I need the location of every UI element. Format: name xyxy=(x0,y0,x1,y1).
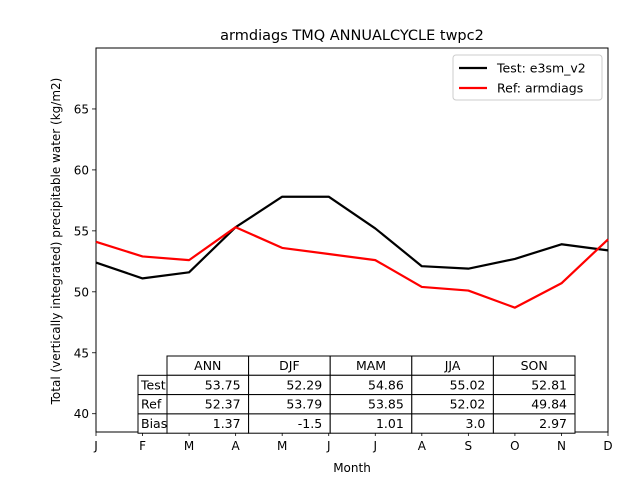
table-value: 53.79 xyxy=(286,397,322,412)
table-header-label: DJF xyxy=(279,358,300,373)
x-tick-label: J xyxy=(93,439,98,453)
table-value: 49.84 xyxy=(531,397,567,412)
table-value-cell xyxy=(492,413,576,434)
x-tick-label: O xyxy=(510,439,519,453)
table-row-label: Test xyxy=(140,377,166,392)
x-tick-label: J xyxy=(326,439,331,453)
x-tick-label: S xyxy=(465,439,473,453)
legend-label: Test: e3sm_v2 xyxy=(496,61,586,76)
table-header-label: JJA xyxy=(444,358,461,373)
table-value: 53.75 xyxy=(205,377,241,392)
table-value: 52.02 xyxy=(450,397,486,412)
table-value: 52.29 xyxy=(286,377,322,392)
table-value: 3.0 xyxy=(466,416,486,431)
y-tick-label: 45 xyxy=(74,346,89,360)
table-value: 54.86 xyxy=(368,377,404,392)
x-axis-label: Month xyxy=(333,461,371,475)
table-value: 1.01 xyxy=(376,416,404,431)
table-value: 1.37 xyxy=(213,416,241,431)
x-tick-label: M xyxy=(277,439,287,453)
table-value: 52.37 xyxy=(205,397,241,412)
y-tick-label: 55 xyxy=(74,224,89,238)
table-value: 55.02 xyxy=(450,377,486,392)
x-tick-label: D xyxy=(603,439,612,453)
series-line-test xyxy=(95,195,609,280)
legend-frame xyxy=(452,54,603,101)
series-layer xyxy=(95,195,609,309)
table-header-label: SON xyxy=(521,358,548,373)
stats-table: ANN DJF MAM JJA SON Test 53.75 52.29 54.86 55.02 5… xyxy=(137,355,576,434)
table-row-label: Bias xyxy=(141,416,167,431)
y-tick-label: 40 xyxy=(74,407,89,421)
table-value: 2.97 xyxy=(539,416,567,431)
x-tick-label: M xyxy=(184,439,194,453)
y-axis-label: Total (vertically integrated) precipitab… xyxy=(49,78,63,406)
y-tick-label: 60 xyxy=(74,163,89,177)
y-tick-label: 50 xyxy=(74,285,89,299)
table-value: -1.5 xyxy=(298,416,322,431)
table-row-label: Ref xyxy=(141,397,162,412)
x-tick-label: F xyxy=(139,439,146,453)
table-value: 53.85 xyxy=(368,397,404,412)
legend: Test: e3sm_v2 Ref: armdiags xyxy=(452,54,603,101)
x-tick-label: A xyxy=(232,439,241,453)
chart-title: armdiags TMQ ANNUALCYCLE twpc2 xyxy=(220,28,484,44)
x-tick-label: J xyxy=(372,439,377,453)
table-header-label: MAM xyxy=(356,358,386,373)
legend-label: Ref: armdiags xyxy=(497,81,583,96)
x-tick-label: A xyxy=(418,439,427,453)
table-value: 52.81 xyxy=(531,377,567,392)
x-tick-label: N xyxy=(557,439,566,453)
series-line-ref xyxy=(95,226,609,309)
y-tick-label: 65 xyxy=(74,102,89,116)
table-header-label: ANN xyxy=(194,358,221,373)
